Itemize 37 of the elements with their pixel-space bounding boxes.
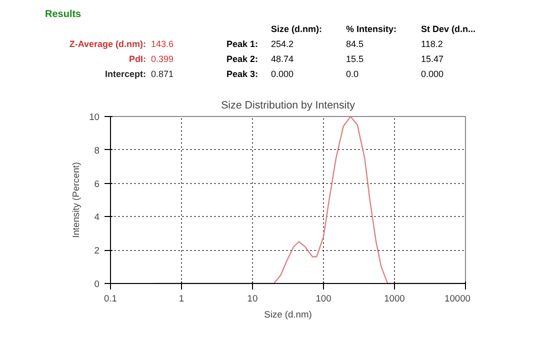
text: 0.000 [270, 68, 295, 81]
text: Peak 1: [225, 38, 259, 52]
text: Results [45, 8, 82, 22]
text: Size (d.nm): [270, 23, 323, 36]
x-tick-label: 100 [316, 294, 332, 304]
y-tick-label: 10 [89, 112, 100, 122]
text: Intercept: [104, 68, 147, 81]
x-tick-label: 10000 [444, 294, 471, 304]
y-tick-label: 6 [94, 178, 100, 189]
text: 0.000 [420, 68, 445, 81]
y-tick-label: 0 [94, 279, 100, 289]
text: 15.5 [345, 52, 365, 66]
y-axis-title: Intensity (Percent) [71, 162, 82, 238]
x-tick-label: 1000 [384, 294, 405, 304]
text: 0.871 [150, 68, 175, 81]
x-tick-label: 0.1 [104, 294, 117, 304]
text: Z-Average (d.nm): [68, 38, 147, 52]
text: 0.0 [345, 68, 360, 81]
text: 118.2 [420, 38, 444, 52]
text: 15.47 [420, 52, 445, 66]
text: PdI: [128, 52, 147, 66]
text: Peak 3: [225, 68, 259, 81]
text: St Dev (d.n... [420, 23, 477, 36]
y-tick-label: 4 [94, 212, 100, 222]
chart-title: Size Distribution by Intensity [221, 100, 356, 112]
x-axis-title: Size (d.nm) [264, 310, 312, 320]
text: 84.5 [345, 38, 365, 52]
text: % Intensity: [345, 23, 398, 36]
text: 48.74 [270, 52, 295, 66]
y-tick-label: 2 [94, 246, 100, 256]
text: 254.2 [270, 38, 295, 52]
text: 0.399 [150, 52, 175, 66]
x-tick-label: 1 [178, 294, 184, 304]
y-tick-label: 8 [94, 145, 100, 156]
text: 143.6 [150, 38, 175, 52]
text: Peak 2: [225, 52, 259, 66]
x-tick-label: 10 [247, 294, 258, 304]
